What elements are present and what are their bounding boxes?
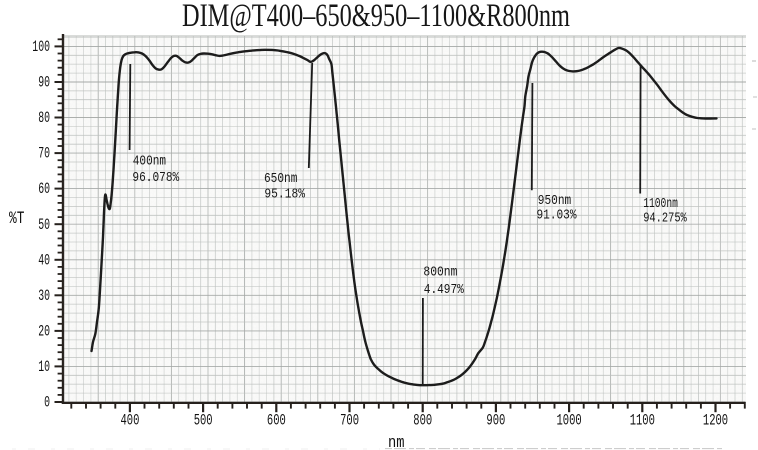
svg-text:700: 700	[340, 412, 359, 430]
svg-text:900: 900	[486, 412, 505, 430]
svg-text:60: 60	[38, 180, 50, 198]
svg-text:600: 600	[267, 412, 286, 430]
svg-text:%T: %T	[9, 209, 24, 229]
svg-text:70: 70	[38, 145, 50, 163]
svg-text:400: 400	[121, 412, 140, 430]
svg-text:90: 90	[38, 74, 50, 92]
svg-text:20: 20	[38, 323, 50, 341]
svg-text:DIM@T400–650&950–1100&R800nm: DIM@T400–650&950–1100&R800nm	[182, 0, 570, 34]
svg-text:80: 80	[38, 109, 50, 127]
svg-text:500: 500	[194, 412, 213, 430]
svg-text:30: 30	[38, 287, 50, 305]
svg-text:0: 0	[44, 394, 50, 412]
svg-text:10: 10	[38, 358, 50, 376]
svg-text:50: 50	[38, 216, 50, 234]
svg-text:800: 800	[413, 412, 432, 430]
svg-text:100: 100	[32, 38, 50, 56]
svg-text:1000: 1000	[557, 412, 582, 430]
svg-text:nm: nm	[388, 434, 405, 450]
svg-text:1200: 1200	[703, 412, 728, 430]
svg-text:1100: 1100	[630, 412, 655, 430]
svg-text:40: 40	[38, 251, 50, 269]
